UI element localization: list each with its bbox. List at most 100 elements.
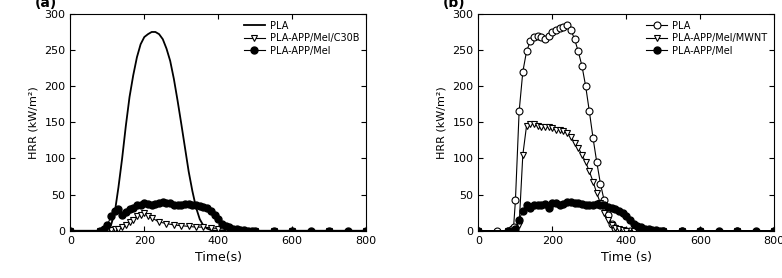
PLA-APP/Mel/MWNT [529,123,539,126]
PLA [592,160,601,164]
PLA-APP/Mel [213,217,223,221]
PLA [570,38,579,41]
Line: PLA-APP/Mel: PLA-APP/Mel [67,198,370,234]
PLA-APP/Mel/C30B [243,229,253,232]
PLA [611,226,620,230]
PLA [640,229,650,232]
PLA-APP/Mel [177,203,186,206]
PLA-APP/Mel/MWNT [551,128,561,131]
PLA-APP/Mel [751,229,760,232]
PLA-APP/Mel [140,202,149,205]
PLA [585,110,594,113]
PLA-APP/Mel [647,228,657,232]
PLA-APP/Mel [533,203,542,206]
PLA-APP/Mel/MWNT [536,125,546,128]
Line: PLA: PLA [70,32,366,231]
PLA [136,43,145,46]
PLA-APP/Mel [221,224,231,227]
Text: (a): (a) [35,0,57,9]
PLA-APP/Mel/C30B [184,225,193,228]
PLA-APP/Mel/MWNT [733,229,742,232]
PLA-APP/Mel/C30B [102,229,112,232]
PLA [166,59,175,63]
PLA-APP/Mel/C30B [361,229,371,232]
PLA-APP/Mel [640,227,650,230]
PLA-APP/Mel/MWNT [504,229,513,232]
PLA-APP/Mel [132,204,142,207]
PLA [522,50,531,53]
PLA-APP/Mel/MWNT [544,126,554,129]
PLA-APP/Mel/C30B [95,229,105,232]
PLA-APP/Mel [228,227,238,230]
PLA-APP/Mel/C30B [162,222,171,225]
PLA [162,47,171,50]
PLA-APP/Mel [540,202,550,206]
PLA [566,28,576,31]
PLA-APP/Mel/MWNT [522,124,531,128]
PLA-APP/Mel/MWNT [559,129,569,133]
PLA-APP/Mel/C30B [125,220,135,224]
PLA-APP/Mel [235,228,245,232]
PLA-APP/Mel/MWNT [677,229,687,232]
PLA-APP/Mel [515,218,524,222]
PLA-APP/Mel [99,228,109,231]
PLA-APP/Mel/C30B [140,211,149,214]
PLA [651,229,661,232]
PLA-APP/Mel/C30B [117,225,127,229]
Legend: PLA, PLA-APP/Mel/MWNT, PLA-APP/Mel: PLA, PLA-APP/Mel/MWNT, PLA-APP/Mel [644,19,769,58]
Y-axis label: HRR (kW/m²): HRR (kW/m²) [437,86,447,159]
PLA [529,35,539,39]
PLA [622,229,631,232]
PLA [733,229,742,232]
PLA-APP/Mel [618,211,627,214]
PLA-APP/Mel [158,200,167,203]
PLA-APP/Mel/MWNT [573,146,583,149]
PLA-APP/Mel [611,207,620,211]
PLA-APP/Mel [206,209,216,212]
PLA [577,64,586,68]
PLA [184,170,193,173]
PLA-APP/Mel [544,206,554,209]
PLA-APP/Mel/C30B [213,227,223,230]
PLA [106,223,116,227]
PLA-APP/Mel/C30B [169,223,178,227]
PLA [644,229,653,232]
PLA-APP/Mel [522,203,531,206]
PLA-APP/Mel [536,204,546,207]
PLA [547,30,557,34]
PLA-APP/Mel [651,228,661,232]
PLA [361,229,371,232]
PLA-APP/Mel [184,202,193,206]
PLA-APP/Mel/C30B [132,215,142,218]
PLA [474,229,483,232]
PLA-APP/Mel/MWNT [600,211,609,214]
PLA-APP/Mel/MWNT [603,218,612,222]
PLA-APP/Mel [325,229,334,232]
PLA-APP/Mel [518,209,528,212]
PLA [769,229,779,232]
PLA-APP/Mel [577,202,586,206]
PLA [66,229,75,232]
PLA-APP/Mel [733,229,742,232]
PLA-APP/Mel/MWNT [555,128,565,131]
PLA-APP/Mel [633,224,642,227]
PLA-APP/Mel [188,203,197,206]
PLA-APP/Mel [677,229,687,232]
PLA [288,229,297,232]
PLA-APP/Mel/C30B [106,228,116,232]
PLA-APP/Mel/C30B [128,218,138,222]
PLA-APP/Mel/C30B [154,220,163,224]
PLA-APP/Mel/MWNT [622,229,631,232]
PLA-APP/Mel/MWNT [515,223,524,227]
PLA [154,33,163,36]
PLA-APP/Mel/MWNT [592,192,601,195]
PLA-APP/Mel [147,203,156,206]
PLA-APP/Mel [166,202,175,205]
PLA [614,228,623,232]
PLA-APP/Mel/C30B [121,223,131,227]
PLA [581,85,590,88]
PLA [188,189,197,193]
PLA [169,77,178,81]
PLA-APP/Mel [573,202,583,205]
PLA [84,229,94,232]
